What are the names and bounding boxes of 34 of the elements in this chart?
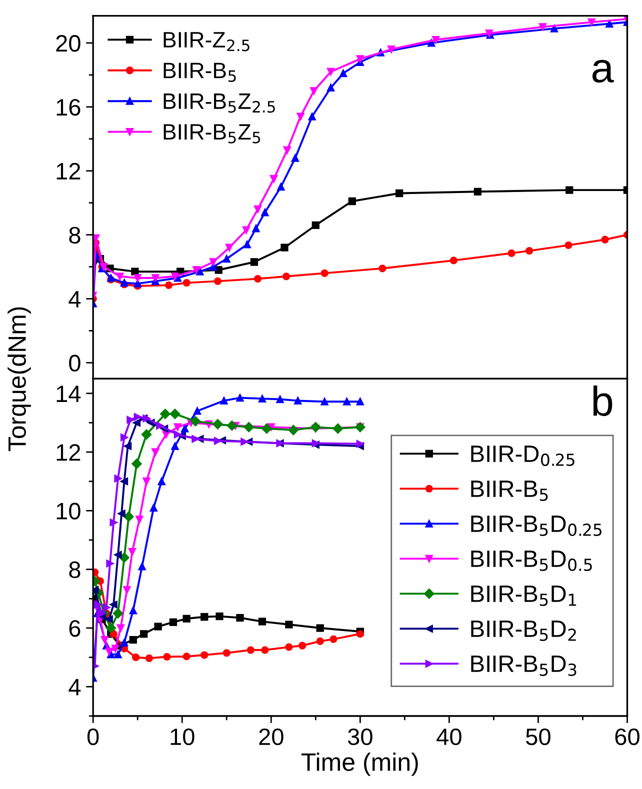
legend-label: BIIR-B$_{5}$ <box>164 62 236 82</box>
y-tick-label: 4 <box>68 679 81 696</box>
y-tick-label: 8 <box>69 226 80 244</box>
y-tick-label: 12 <box>56 162 80 180</box>
legend-label: BIIR-B$_{5}$Z$_{2.5}$ <box>164 94 275 113</box>
x-tick-label: 30 <box>348 728 372 746</box>
annotation: a <box>592 60 614 83</box>
x-tick-label: 40 <box>436 728 462 746</box>
legend-label: BIIR-B$_{5}$D$_{0.5}$ <box>471 550 592 572</box>
legend-label: BIIR-B$_{5}$Z$_{5}$ <box>164 124 260 144</box>
legend-label: BIIR-B$_{5}$D$_{0.25}$ <box>471 516 602 536</box>
x-tick-label: 60 <box>615 728 640 746</box>
x-axis-title: Time (min) <box>301 752 418 776</box>
annotation: b <box>593 385 612 416</box>
x-tick-label: 50 <box>526 728 550 746</box>
y-tick-label: 8 <box>69 561 80 578</box>
legend-label: BIIR-B$_{5}$D$_{1}$ <box>471 586 576 606</box>
legend-label: BIIR-Z$_{2.5}$ <box>164 32 250 52</box>
legend-label: BIIR-B$_{5}$D$_{3}$ <box>471 656 576 676</box>
y-tick-label: 0 <box>69 354 80 372</box>
x-tick-label: 10 <box>170 728 194 746</box>
legend-label: BIIR-B$_{5}$ <box>471 480 548 502</box>
y-tick-label: 16 <box>56 98 80 116</box>
y-tick-label: 14 <box>56 386 81 402</box>
y-tick-label: 6 <box>69 620 80 637</box>
x-tick-label: 20 <box>259 728 284 746</box>
y-tick-label: 12 <box>56 444 80 461</box>
legend-label: BIIR-B$_{5}$D$_{2}$ <box>471 620 576 642</box>
x-tick-label: 0 <box>87 728 99 746</box>
y-tick-label: 4 <box>68 291 81 308</box>
legend-label: BIIR-D$_{0.25}$ <box>471 446 574 466</box>
y-tick-label: 20 <box>56 35 80 52</box>
y-tick-label: 10 <box>56 502 80 520</box>
y-axis-title: Torque(dNm) <box>8 307 31 452</box>
